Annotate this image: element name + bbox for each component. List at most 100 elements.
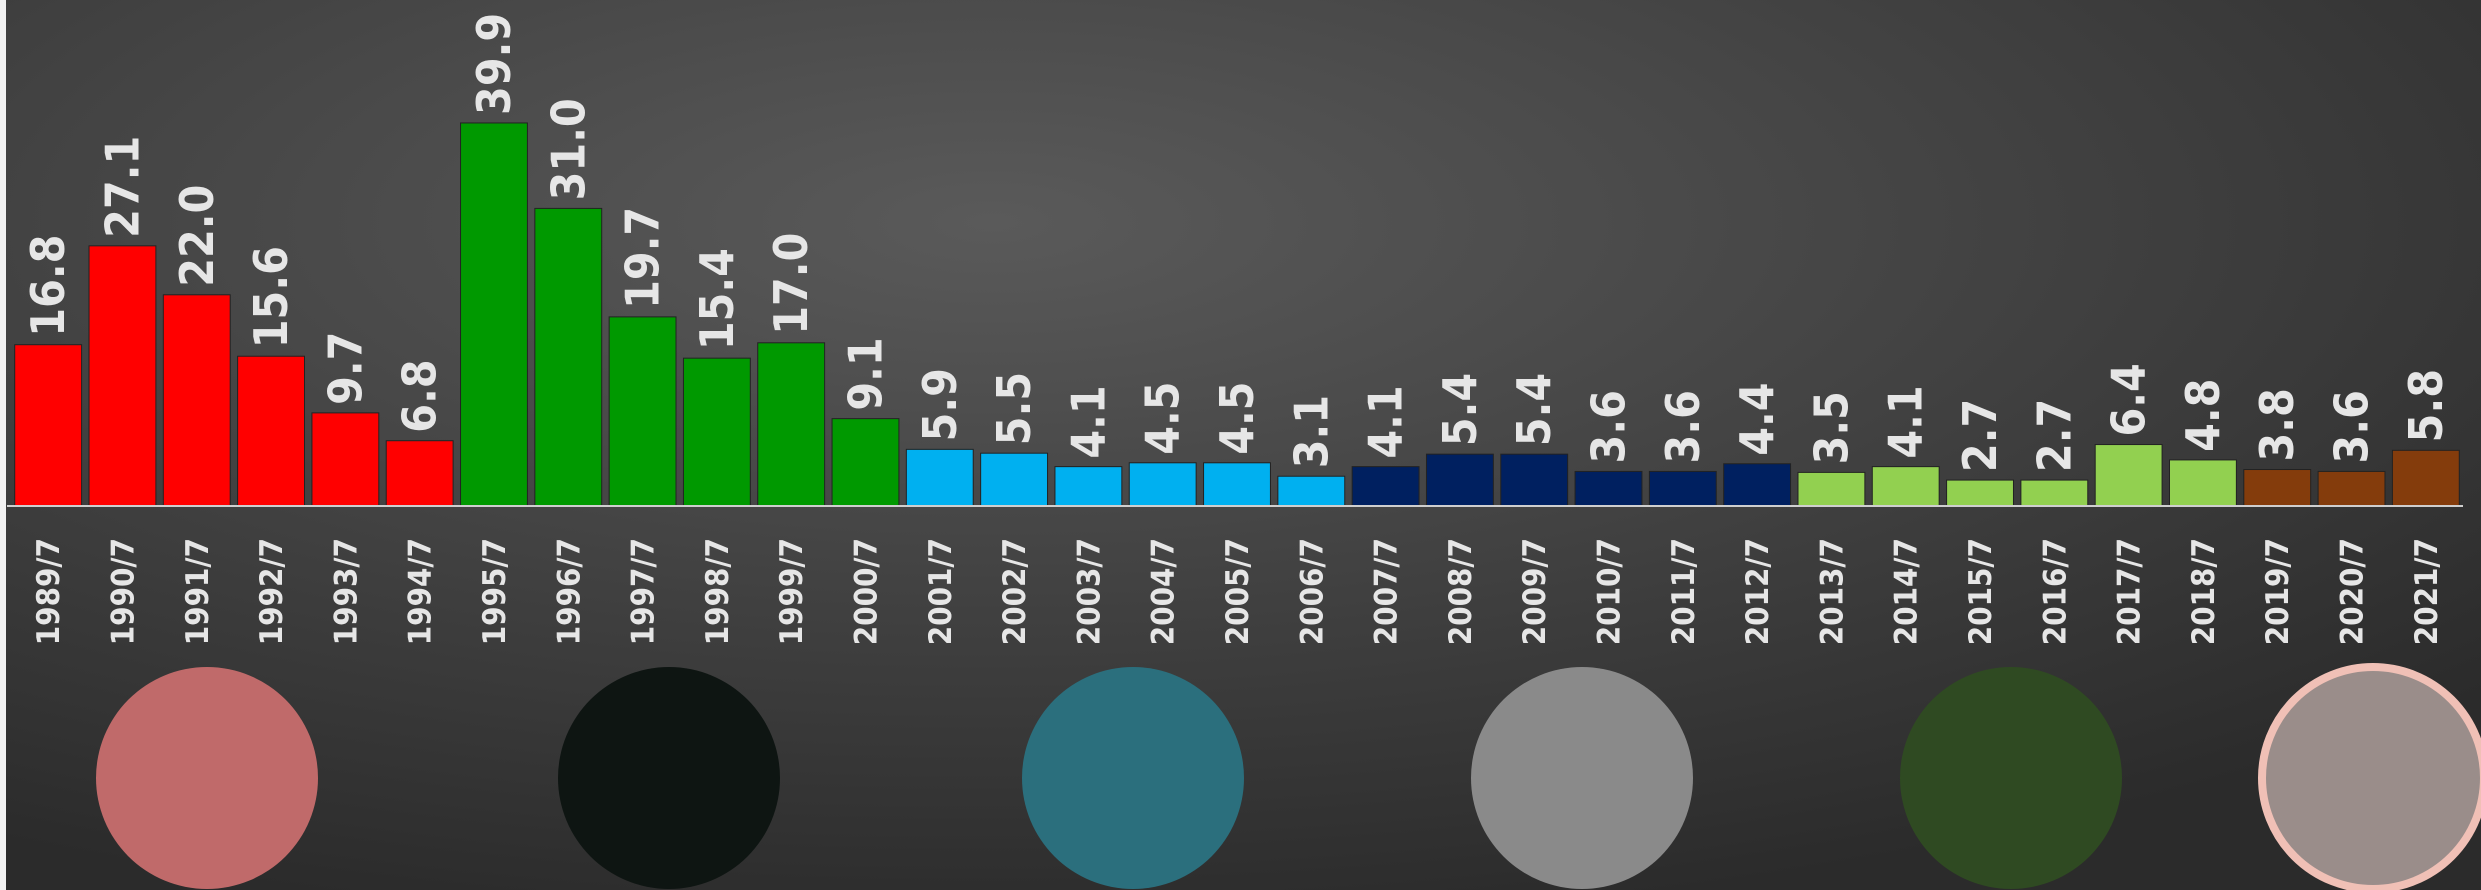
bar xyxy=(311,412,380,507)
bar xyxy=(1351,466,1420,507)
value-label: 31.0 xyxy=(541,98,595,200)
x-tick-label: 2019/7 xyxy=(2260,538,2296,645)
value-label: 5.5 xyxy=(987,372,1041,445)
bar xyxy=(1203,462,1271,507)
value-label: 27.1 xyxy=(95,136,149,238)
bar xyxy=(2317,470,2386,507)
left-edge xyxy=(0,0,6,890)
value-label: 4.8 xyxy=(2176,379,2230,452)
x-tick-label: 1990/7 xyxy=(105,538,141,645)
x-tick-label: 2001/7 xyxy=(923,538,959,645)
bar xyxy=(162,294,231,507)
value-label: 3.8 xyxy=(2250,388,2304,461)
value-label: 15.4 xyxy=(690,248,744,350)
value-label: 3.5 xyxy=(1804,391,1858,464)
portraits xyxy=(96,663,2481,890)
x-tick-label: 2009/7 xyxy=(1517,538,1553,645)
x-tick-label: 2018/7 xyxy=(2186,538,2222,645)
x-tick-label: 2010/7 xyxy=(1592,538,1628,645)
bar xyxy=(1128,462,1197,507)
portrait xyxy=(1471,667,1693,889)
portrait xyxy=(2258,663,2481,890)
x-tick-label: 2011/7 xyxy=(1666,538,1702,645)
x-tick-label: 1999/7 xyxy=(774,538,810,645)
bar xyxy=(88,245,157,507)
value-label: 4.5 xyxy=(1210,381,1264,454)
bar xyxy=(2391,449,2460,507)
x-tick-label: 2014/7 xyxy=(1889,538,1925,645)
x-tick-label: 2021/7 xyxy=(2409,538,2445,645)
value-label: 6.8 xyxy=(393,359,447,432)
value-label: 2.7 xyxy=(2027,399,2081,472)
x-tick-label: 2004/7 xyxy=(1146,538,1182,645)
x-tick-label: 1989/7 xyxy=(31,538,67,645)
bar xyxy=(1574,470,1643,507)
value-label: 4.1 xyxy=(1061,385,1115,458)
value-label: 19.7 xyxy=(616,207,670,309)
x-tick-label: 2002/7 xyxy=(997,538,1033,645)
x-tick-label: 1991/7 xyxy=(180,538,216,645)
bar xyxy=(14,344,83,507)
bar xyxy=(1054,466,1123,507)
x-tick-label: 2012/7 xyxy=(1740,538,1776,645)
value-label: 4.1 xyxy=(1879,385,1933,458)
bar xyxy=(980,452,1049,507)
bar xyxy=(1797,471,1866,507)
value-label: 4.1 xyxy=(1359,385,1413,458)
x-tick-label: 1994/7 xyxy=(403,538,439,645)
bar xyxy=(905,448,974,507)
x-tick-label: 2007/7 xyxy=(1369,538,1405,645)
bar xyxy=(1277,475,1346,507)
value-label: 9.1 xyxy=(838,337,892,410)
x-tick-label: 2008/7 xyxy=(1443,538,1479,645)
value-label: 22.0 xyxy=(170,185,224,287)
bar xyxy=(385,440,454,507)
value-label: 4.5 xyxy=(1136,381,1190,454)
portrait xyxy=(1900,667,2122,889)
bar xyxy=(237,355,305,507)
bar xyxy=(831,418,900,507)
value-label: 3.1 xyxy=(1284,395,1338,468)
bar xyxy=(757,342,826,507)
x-tick-label: 1997/7 xyxy=(626,538,662,645)
bar xyxy=(1871,466,1940,507)
value-label: 5.4 xyxy=(1433,373,1487,446)
portrait xyxy=(558,667,780,889)
x-tick-label: 1993/7 xyxy=(328,538,364,645)
value-label: 15.6 xyxy=(244,246,298,348)
value-label: 39.9 xyxy=(467,13,521,115)
value-label: 2.7 xyxy=(1953,399,2007,472)
x-tick-label: 2000/7 xyxy=(848,538,884,645)
portrait xyxy=(1022,667,1244,889)
bar xyxy=(460,122,528,507)
value-label: 5.8 xyxy=(2399,369,2453,442)
x-tick-label: 2005/7 xyxy=(1220,538,1256,645)
bar xyxy=(1946,479,2014,507)
x-tick-label: 1995/7 xyxy=(477,538,513,645)
x-tick-label: 1996/7 xyxy=(551,538,587,645)
x-tick-label: 1992/7 xyxy=(254,538,290,645)
bar xyxy=(1425,453,1494,507)
bar xyxy=(608,316,677,507)
value-label: 9.7 xyxy=(318,332,372,405)
bar xyxy=(2243,469,2312,507)
x-tick-label: 2016/7 xyxy=(2037,538,2073,645)
value-label: 3.6 xyxy=(2325,390,2379,463)
x-tick-label: 2003/7 xyxy=(1071,538,1107,645)
bar xyxy=(2020,479,2089,507)
x-tick-label: 2013/7 xyxy=(1814,538,1850,645)
x-tick-label: 2017/7 xyxy=(2112,538,2148,645)
bar xyxy=(682,357,751,507)
x-tick-label: 2020/7 xyxy=(2335,538,2371,645)
x-tick-label: 2015/7 xyxy=(1963,538,1999,645)
value-label: 17.0 xyxy=(764,233,818,335)
value-label: 3.6 xyxy=(1582,390,1636,463)
value-label: 4.4 xyxy=(1730,382,1784,455)
bar xyxy=(2094,444,2163,507)
bar xyxy=(1500,453,1569,507)
value-label: 5.4 xyxy=(1507,373,1561,446)
x-tick-label: 1998/7 xyxy=(700,538,736,645)
x-tick-label: 2006/7 xyxy=(1294,538,1330,645)
